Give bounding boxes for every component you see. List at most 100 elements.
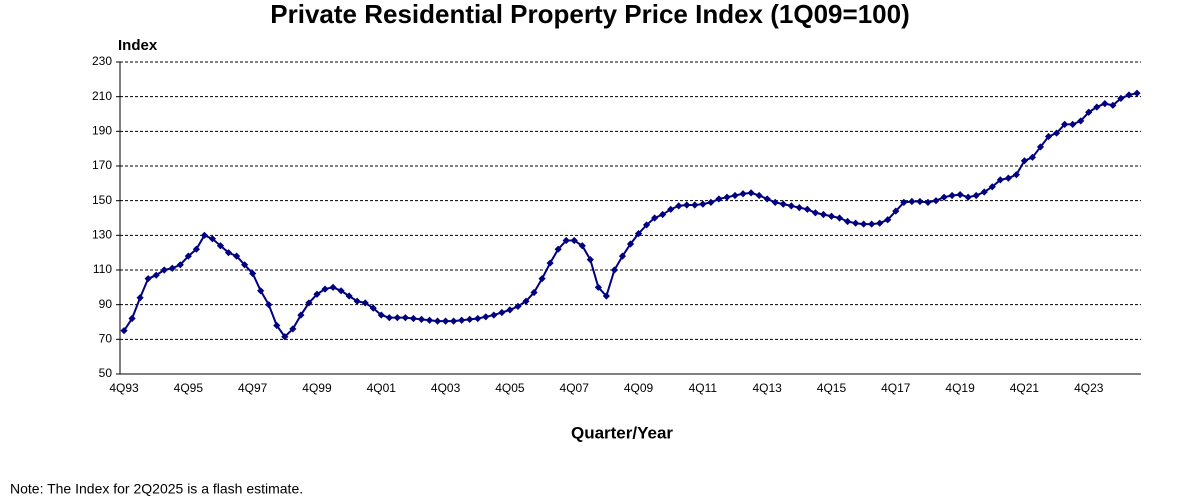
y-tick-label: 230 bbox=[92, 54, 112, 68]
x-tick-label: 4Q01 bbox=[367, 381, 397, 395]
x-tick-label: 4Q95 bbox=[174, 381, 204, 395]
marker bbox=[232, 252, 241, 260]
marker bbox=[964, 193, 972, 201]
marker bbox=[192, 245, 200, 253]
marker bbox=[747, 189, 755, 197]
x-tick-label: 4Q97 bbox=[238, 381, 268, 395]
marker bbox=[353, 297, 361, 305]
marker bbox=[241, 261, 249, 269]
x-tick-label: 4Q15 bbox=[817, 381, 847, 395]
marker bbox=[908, 197, 916, 206]
marker bbox=[932, 197, 940, 205]
marker bbox=[474, 314, 482, 323]
marker bbox=[546, 259, 554, 267]
marker bbox=[691, 201, 699, 209]
marker bbox=[450, 317, 458, 325]
marker bbox=[570, 236, 578, 245]
marker bbox=[216, 242, 225, 250]
marker bbox=[433, 317, 442, 325]
x-tick-label: 4Q07 bbox=[560, 381, 590, 395]
marker bbox=[176, 261, 184, 269]
x-tick-label: 4Q09 bbox=[624, 381, 654, 395]
marker bbox=[852, 219, 860, 227]
marker bbox=[200, 231, 209, 239]
marker bbox=[578, 242, 586, 250]
marker bbox=[602, 292, 610, 300]
marker bbox=[224, 249, 233, 257]
marker bbox=[377, 311, 385, 319]
marker bbox=[184, 252, 192, 260]
y-tick-label: 50 bbox=[99, 366, 113, 380]
marker bbox=[522, 297, 530, 305]
marker bbox=[980, 188, 988, 196]
marker bbox=[208, 235, 217, 243]
marker bbox=[803, 205, 811, 213]
y-tick-label: 210 bbox=[92, 89, 112, 103]
marker bbox=[490, 311, 498, 319]
marker bbox=[345, 292, 353, 300]
marker bbox=[594, 283, 602, 291]
marker bbox=[876, 219, 884, 227]
x-tick-label: 4Q13 bbox=[752, 381, 782, 395]
marker bbox=[249, 269, 257, 278]
marker bbox=[779, 200, 787, 208]
marker bbox=[144, 275, 152, 283]
marker bbox=[956, 191, 964, 199]
marker bbox=[281, 333, 289, 341]
marker bbox=[1085, 108, 1093, 116]
marker bbox=[401, 314, 409, 322]
x-tick-label: 4Q19 bbox=[945, 381, 975, 395]
marker bbox=[1093, 103, 1101, 111]
marker bbox=[466, 315, 474, 323]
marker bbox=[642, 221, 651, 229]
marker bbox=[763, 195, 771, 203]
marker bbox=[297, 311, 305, 319]
marker bbox=[337, 287, 345, 295]
marker bbox=[634, 230, 643, 238]
x-tick-label: 4Q17 bbox=[881, 381, 911, 395]
marker bbox=[972, 191, 980, 200]
marker bbox=[313, 290, 321, 298]
marker bbox=[739, 190, 747, 198]
marker bbox=[843, 217, 852, 226]
marker bbox=[884, 216, 892, 224]
marker bbox=[458, 316, 466, 324]
marker bbox=[787, 202, 795, 210]
marker bbox=[1044, 132, 1053, 141]
marker bbox=[361, 299, 369, 307]
marker bbox=[651, 214, 659, 222]
x-tick-label: 4Q11 bbox=[689, 381, 718, 395]
y-tick-label: 70 bbox=[99, 332, 113, 346]
marker bbox=[1061, 120, 1069, 128]
marker bbox=[667, 205, 675, 213]
marker bbox=[610, 266, 619, 274]
y-tick-label: 130 bbox=[92, 228, 112, 242]
marker bbox=[1036, 143, 1045, 151]
marker bbox=[715, 195, 723, 203]
marker bbox=[1012, 171, 1020, 179]
marker bbox=[683, 201, 691, 209]
x-tick-label: 4Q03 bbox=[431, 381, 461, 395]
marker bbox=[514, 302, 522, 310]
marker bbox=[723, 193, 731, 201]
marker bbox=[586, 256, 594, 264]
y-tick-label: 90 bbox=[99, 297, 113, 311]
marker bbox=[120, 327, 128, 335]
y-tick-label: 150 bbox=[92, 193, 112, 207]
marker bbox=[257, 287, 265, 295]
marker bbox=[835, 214, 844, 222]
marker bbox=[1028, 153, 1037, 161]
marker bbox=[538, 275, 546, 283]
marker bbox=[506, 306, 514, 314]
x-tick-label: 4Q05 bbox=[495, 381, 525, 395]
marker bbox=[1117, 94, 1125, 102]
marker bbox=[892, 207, 900, 215]
y-axis-title: Index bbox=[118, 37, 158, 54]
marker bbox=[860, 220, 868, 228]
marker bbox=[554, 245, 562, 253]
marker bbox=[771, 198, 779, 206]
marker bbox=[321, 285, 329, 293]
x-tick-label: 4Q21 bbox=[1010, 381, 1040, 395]
marker bbox=[152, 271, 160, 279]
